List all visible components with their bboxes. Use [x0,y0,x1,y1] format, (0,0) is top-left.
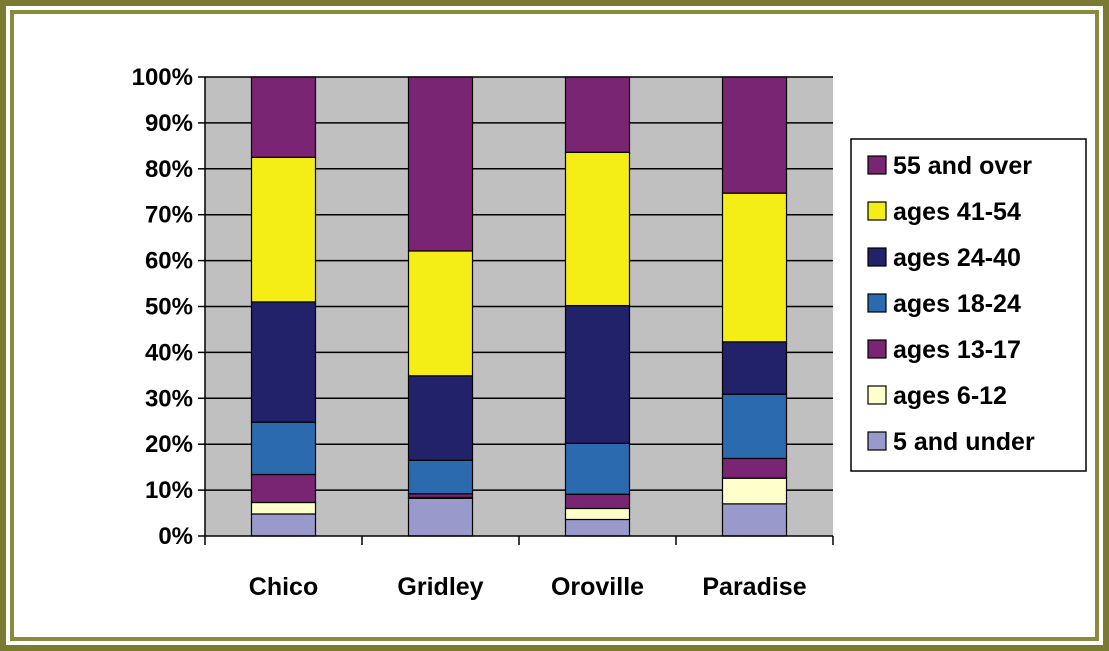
y-tick-label: 40% [145,339,193,366]
bar-segment [564,493,631,510]
bar-segment [564,76,631,153]
legend-label: ages 24-40 [893,244,1021,272]
bar-segment [407,459,474,495]
legend-label: 55 and over [893,152,1032,180]
bar-segment [407,375,474,461]
bar-segment [407,76,474,252]
y-tick-label: 0% [158,523,193,550]
bar-segment [250,473,317,504]
y-tick-label: 10% [145,477,193,504]
category-labels: Chico Gridley Oroville Paradise [249,573,807,601]
axes [198,76,834,545]
legend-swatch [867,385,887,405]
bar-segment [250,156,317,303]
bar-segment [250,421,317,476]
bar-segment [564,518,631,537]
bar-segment [721,341,788,395]
bars [250,76,788,537]
bar-segment [721,393,788,460]
y-tick-label: 60% [145,248,193,275]
y-tick-label: 20% [145,431,193,458]
bar-segment [250,76,317,158]
legend-swatch [867,293,887,313]
y-tick-label: 30% [145,385,193,412]
legend-swatch [867,247,887,267]
y-tick-label: 70% [145,202,193,229]
category-label: Chico [249,573,318,601]
bar-segment [250,513,317,537]
legend-label: ages 41-54 [893,198,1021,226]
bar-segment [721,457,788,479]
y-tick-label: 50% [145,294,193,321]
bar-segment [721,76,788,194]
legend-box [850,138,1087,472]
legend-swatch [867,201,887,221]
category-label: Gridley [397,573,483,601]
bar-segment [721,477,788,505]
bar-segment [564,304,631,444]
bar-segment [564,442,631,495]
frame-border-inner [10,10,1099,641]
category-label: Paradise [702,573,806,601]
bar-segment [564,507,631,521]
y-tick-labels: 0% 10% 20% 30% 40% 50% 60% 70% 80% 90% 100% [132,64,193,550]
legend: 55 and over ages 41-54 ages 24-40 ages 18-2… [850,138,1087,472]
category-label: Oroville [551,573,644,601]
legend-swatch [867,155,887,175]
bar-segment [564,151,631,307]
legend-label: ages 18-24 [893,290,1021,318]
y-tick-label: 100% [132,64,193,91]
legend-swatch [867,431,887,451]
bar-segment [407,250,474,377]
y-tick-label: 90% [145,110,193,137]
legend-swatch [867,339,887,359]
y-tick-label: 80% [145,156,193,183]
bar-segment [250,301,317,423]
bar-segment [721,192,788,343]
legend-label: ages 13-17 [893,336,1021,364]
bar-segment [250,501,317,515]
bar-segment [721,503,788,537]
legend-label: 5 and under [893,428,1035,456]
legend-label: ages 6-12 [893,382,1007,410]
bar-segment [407,497,474,537]
